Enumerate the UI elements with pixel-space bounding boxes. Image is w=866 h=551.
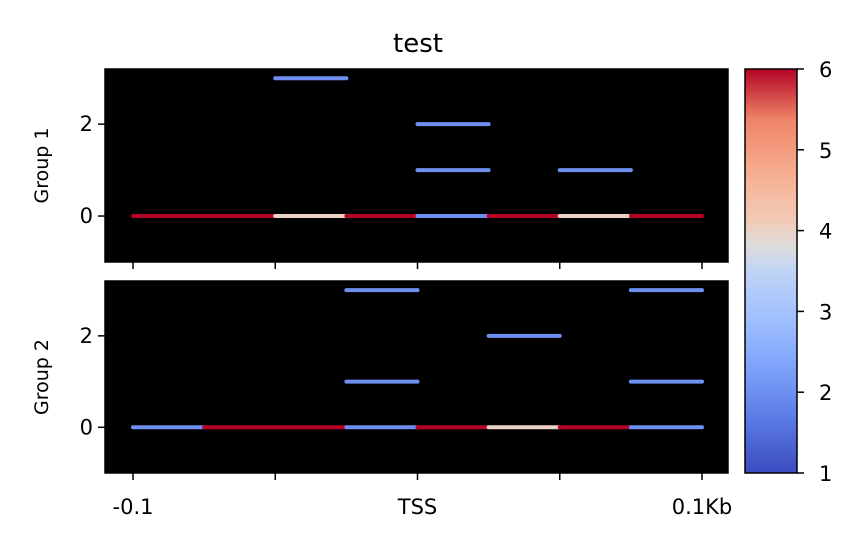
plot-layer: 0 2 Group 1 0 2 Group 2 -0.1 TSS 0.1Kb [31, 68, 733, 519]
panel-background [104, 68, 729, 263]
x-tick-label: 0.1Kb [672, 495, 733, 519]
colorbar-tick-label: 6 [819, 58, 832, 82]
colorbar [744, 68, 798, 474]
y-axis-label: Group 1 [31, 128, 53, 204]
colorbar-tick-label: 2 [819, 381, 832, 405]
colorbar-tick-label: 1 [819, 462, 832, 486]
colorbar-ticks: 1 2 3 4 5 6 [797, 58, 832, 486]
x-tick-label: TSS [397, 495, 438, 519]
colorbar-tick-label: 5 [819, 139, 832, 163]
panel-background [104, 280, 729, 474]
chart-title: test [393, 29, 443, 59]
colorbar-tick-label: 4 [819, 220, 832, 244]
y-axis-label: Group 2 [31, 339, 53, 415]
y-tick-label: 0 [80, 204, 93, 228]
y-tick-label: 2 [80, 112, 93, 136]
colorbar-tick-label: 3 [819, 300, 832, 324]
y-tick-label: 2 [80, 324, 93, 348]
y-tick-label: 0 [80, 415, 93, 439]
x-tick-label: -0.1 [113, 495, 154, 519]
